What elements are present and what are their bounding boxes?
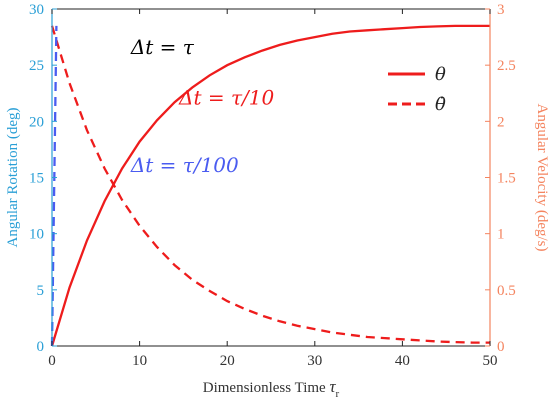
y-right-axis-label: Angular Velocity (deg/s) [534, 103, 550, 251]
legend-label-theta-dot: θ̇ [435, 94, 446, 115]
plot-area: Δt = τ Δt = τ/10 Δt = τ/100 [50, 24, 490, 347]
series-line-theta-dot [50, 25, 490, 344]
x-tick-label: 50 [483, 353, 498, 369]
x-tick-label: 10 [132, 353, 147, 369]
series-line-theta [50, 24, 490, 347]
y-left-tick-label: 30 [29, 2, 44, 18]
series-line-dt-tau-100 [50, 25, 58, 347]
x-tick-label: 20 [220, 353, 235, 369]
y-right-tick-label: 0.5 [497, 283, 516, 299]
y-right-tick-label: 3 [497, 2, 505, 18]
y-left-tick-label: 5 [37, 283, 45, 299]
y-left-tick-label: 0 [37, 339, 45, 355]
annotation-0: Δt = τ [130, 35, 195, 59]
legend-label-theta: θ [435, 64, 446, 85]
x-tick-label: 0 [48, 353, 56, 369]
legend: θ θ̇ [388, 64, 446, 115]
axes: 0 10 20 30 40 5005101520253000.511.522.53Dime… [5, 2, 550, 400]
y-left-tick-label: 15 [29, 171, 44, 187]
y-right-tick-label: 2.5 [497, 58, 516, 74]
x-axis-label: Dimensionless Time τr [203, 377, 340, 400]
y-left-tick-label: 25 [29, 58, 44, 74]
y-right-tick-label: 0 [497, 339, 505, 355]
annotation-2: Δt = τ/100 [130, 153, 239, 177]
y-left-tick-label: 10 [29, 227, 44, 243]
y-left-tick-label: 20 [29, 114, 44, 130]
annotation-1: Δt = τ/10 [178, 85, 274, 109]
x-tick-label: 40 [395, 353, 410, 369]
y-left-axis-label: Angular Rotation (deg) [5, 108, 21, 248]
y-right-tick-label: 2 [497, 114, 505, 130]
y-right-tick-label: 1 [497, 227, 505, 243]
y-right-tick-label: 1.5 [497, 171, 516, 187]
x-tick-label: 30 [307, 353, 322, 369]
